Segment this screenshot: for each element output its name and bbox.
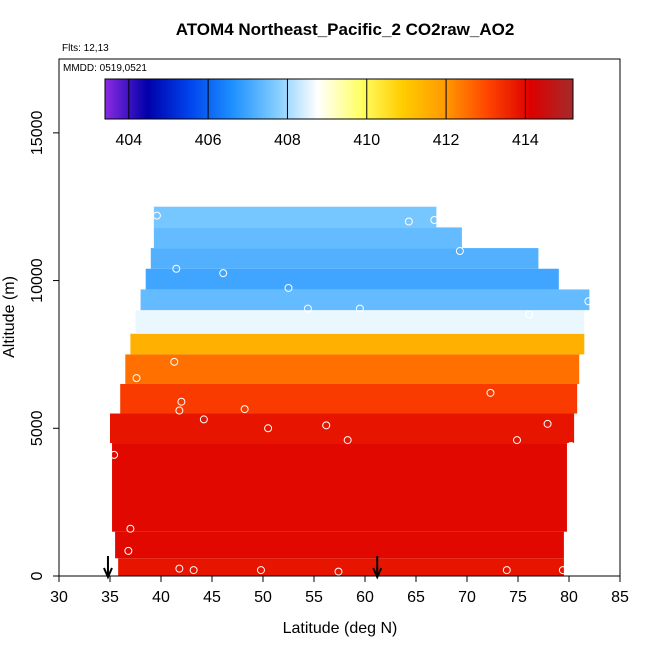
y-axis: 0 5000 10000 15000	[29, 111, 59, 580]
heatmap-layer-4	[120, 383, 578, 414]
colorbar-tick-label: 406	[195, 132, 222, 149]
heatmap-layer-2	[112, 443, 567, 532]
arrow-head-1	[372, 567, 383, 580]
plot-frame	[58, 58, 621, 577]
sample-point	[132, 374, 141, 383]
sample-point	[334, 567, 343, 576]
heatmap-layer-8	[140, 289, 590, 311]
sample-point	[264, 424, 273, 433]
sample-point	[525, 310, 534, 319]
heatmap-layer-7	[135, 310, 585, 334]
x-axis: 30 35 40 45 50 55 60 65 70 75 80 85	[50, 576, 629, 606]
heatmap-layer-0	[118, 558, 564, 576]
sample-point	[110, 450, 119, 459]
sample-point	[152, 211, 161, 220]
colorbar-gradient	[104, 78, 574, 120]
arrow-head-0	[103, 567, 113, 580]
colorbar-tick-label: 412	[433, 132, 460, 149]
heatmap-layer-11	[153, 227, 462, 249]
heatmap-layer-9	[145, 268, 559, 290]
colorbar-tick-label: 410	[353, 132, 380, 149]
sample-point	[189, 566, 198, 575]
sample-point	[502, 566, 511, 575]
flights-label: Flts: 12,13	[62, 43, 109, 54]
heatmap-layer-12	[153, 206, 437, 228]
heatmap	[110, 206, 590, 576]
x-tick-label: 85	[611, 589, 629, 606]
flight-arrows	[103, 556, 383, 580]
colorbar-tick-label: 414	[512, 132, 539, 149]
sample-point	[455, 247, 464, 256]
sample-point	[172, 264, 181, 273]
x-tick-label: 50	[254, 589, 272, 606]
sample-point	[177, 397, 186, 406]
sample-point	[175, 564, 184, 573]
x-tick-label: 40	[152, 589, 170, 606]
x-tick-label: 35	[101, 589, 119, 606]
x-tick-label: 70	[458, 589, 476, 606]
sample-point	[199, 415, 208, 424]
y-tick-label: 0	[29, 571, 46, 580]
sample-points	[110, 211, 593, 576]
x-tick-label: 55	[305, 589, 323, 606]
y-axis-label: Altitude (m)	[1, 276, 18, 358]
x-tick-label: 75	[509, 589, 527, 606]
sample-point	[126, 524, 135, 533]
sample-point	[584, 297, 593, 306]
x-tick-label: 60	[356, 589, 374, 606]
sample-point	[430, 216, 439, 225]
sample-point	[124, 546, 133, 555]
sample-point	[256, 566, 265, 575]
heatmap-layer-3	[110, 413, 575, 444]
mmdd-label: MMDD: 0519,0521	[63, 63, 147, 74]
colorbar-tick-label: 404	[115, 132, 142, 149]
heatmap-layer-10	[150, 248, 539, 269]
sample-point	[343, 436, 352, 445]
y-tick-label: 10000	[29, 258, 46, 303]
x-tick-label: 45	[203, 589, 221, 606]
sample-point	[175, 406, 184, 415]
heatmap-layer-1	[115, 531, 564, 559]
y-tick-label: 5000	[29, 410, 46, 446]
sample-point	[404, 217, 413, 226]
sample-point	[303, 304, 312, 313]
sample-point	[170, 357, 179, 366]
sample-point	[567, 442, 576, 451]
sample-point	[284, 283, 293, 292]
sample-point	[322, 421, 331, 430]
chart-title: ATOM4 Northeast_Pacific_2 CO2raw_AO2	[176, 20, 515, 39]
x-axis-label: Latitude (deg N)	[283, 620, 398, 637]
colorbar-tick-label: 408	[274, 132, 301, 149]
x-tick-label: 80	[560, 589, 578, 606]
sample-point	[558, 566, 567, 575]
sample-point	[543, 419, 552, 428]
sample-point	[355, 304, 364, 313]
y-tick-label: 15000	[29, 111, 46, 156]
sample-point	[240, 405, 249, 414]
colorbar: 404 406 408 410 412 414	[104, 78, 574, 149]
heatmap-layer-5	[125, 354, 580, 384]
sample-point	[486, 388, 495, 397]
heatmap-layer-6	[130, 333, 585, 355]
sample-point	[512, 436, 521, 445]
sample-point	[219, 269, 228, 278]
x-tick-label: 30	[50, 589, 68, 606]
x-tick-label: 65	[407, 589, 425, 606]
